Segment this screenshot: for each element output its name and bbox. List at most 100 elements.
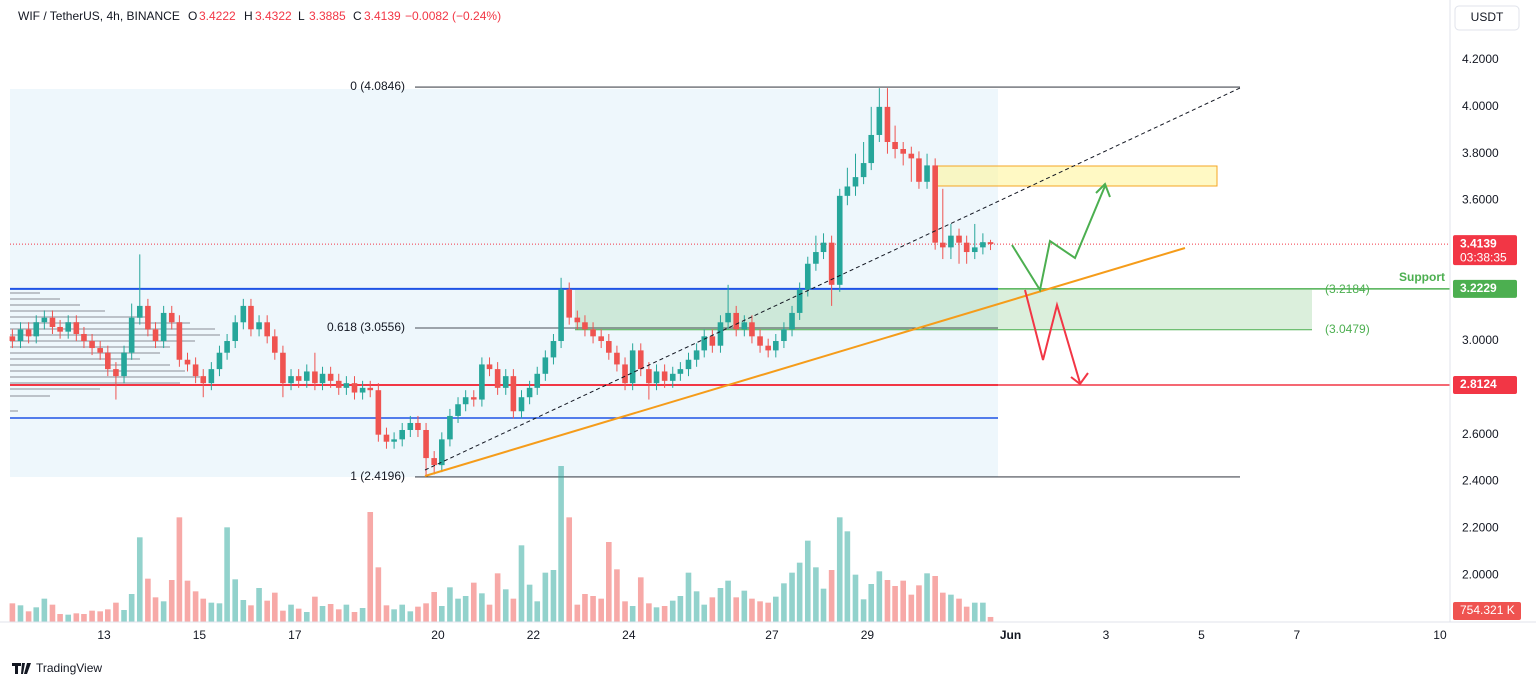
volume-bar bbox=[105, 609, 111, 622]
candle-body bbox=[868, 134, 875, 164]
volume-bar bbox=[470, 582, 477, 622]
support-label: Support bbox=[1399, 270, 1445, 284]
candle-body bbox=[534, 373, 541, 388]
candle-body bbox=[908, 153, 915, 159]
volume-bar bbox=[216, 603, 223, 622]
candle-body bbox=[415, 422, 421, 430]
candle-body bbox=[614, 352, 620, 365]
volume-bar bbox=[248, 605, 254, 622]
vp-row bbox=[10, 292, 40, 294]
volume-bar bbox=[685, 572, 692, 622]
volume-bar bbox=[97, 611, 103, 622]
candle-body bbox=[383, 434, 390, 442]
volume-bar bbox=[455, 598, 461, 622]
volume-bar bbox=[956, 598, 962, 622]
candle-body bbox=[749, 322, 755, 337]
candle-body bbox=[558, 289, 564, 342]
volume-bar bbox=[240, 600, 247, 622]
volume-bar bbox=[168, 580, 175, 622]
vp-row bbox=[10, 334, 220, 336]
volume-bar bbox=[741, 590, 748, 622]
volume-bar bbox=[709, 597, 716, 622]
vp-row bbox=[10, 395, 50, 397]
volume-bar bbox=[725, 580, 731, 622]
volume-bar bbox=[351, 612, 358, 622]
candle-body bbox=[804, 263, 811, 290]
candle-body bbox=[176, 322, 183, 360]
candle-body bbox=[303, 371, 310, 381]
volume-bar bbox=[924, 573, 930, 622]
candle-body bbox=[145, 305, 151, 330]
candle-body bbox=[312, 371, 318, 384]
volume-bar bbox=[646, 603, 652, 622]
volume-bar bbox=[884, 580, 891, 622]
volume-bar bbox=[9, 603, 16, 622]
candle-body bbox=[669, 373, 676, 381]
candle-body bbox=[661, 371, 668, 381]
volume-bar bbox=[73, 613, 80, 622]
candle-body bbox=[423, 429, 429, 459]
volume-bar bbox=[860, 599, 867, 622]
ohlc-key: O bbox=[188, 9, 197, 23]
volume-bar bbox=[407, 611, 414, 622]
vp-row bbox=[10, 376, 200, 378]
x-tick-label: 22 bbox=[527, 628, 541, 642]
bullish-path bbox=[1011, 185, 1106, 293]
candle-body bbox=[765, 345, 771, 351]
candle-body bbox=[622, 364, 628, 384]
x-tick-label: 7 bbox=[1293, 628, 1300, 642]
volume-bar bbox=[327, 604, 334, 622]
volume-bar bbox=[184, 580, 191, 622]
volume-bar bbox=[868, 584, 875, 622]
candle-body bbox=[73, 322, 80, 334]
volume-bar bbox=[757, 601, 763, 622]
candle-body bbox=[757, 336, 763, 346]
candle-body bbox=[462, 397, 469, 405]
zone-bottom-label: (3.0479) bbox=[1325, 322, 1370, 336]
candle-body bbox=[152, 329, 159, 342]
volume-bar bbox=[828, 570, 835, 622]
candle-body bbox=[582, 322, 588, 330]
ohlc-value: 3.4222 bbox=[199, 9, 236, 23]
volume-bar bbox=[359, 608, 366, 622]
volume-bar bbox=[749, 598, 755, 622]
candle-body bbox=[820, 242, 827, 253]
candle-body bbox=[741, 322, 748, 330]
candle-body bbox=[773, 341, 779, 351]
candle-body bbox=[701, 336, 708, 351]
candle-body bbox=[295, 376, 302, 381]
volume-bar bbox=[980, 602, 986, 622]
volume-bar bbox=[598, 598, 604, 622]
candle-body bbox=[470, 397, 477, 400]
volume-bar bbox=[224, 527, 230, 622]
volume-bar bbox=[41, 598, 48, 622]
candle-body bbox=[494, 369, 501, 388]
volume-bar bbox=[614, 569, 620, 622]
currency-button[interactable] bbox=[1454, 5, 1520, 31]
volume-bar bbox=[550, 570, 557, 622]
volume-bar bbox=[622, 601, 628, 622]
candle-body bbox=[479, 364, 485, 400]
volume-bar bbox=[383, 605, 390, 622]
candle-body bbox=[637, 350, 644, 370]
ohlc-value: 3.3885 bbox=[309, 9, 346, 23]
volume-bar bbox=[629, 606, 636, 622]
volume-bar bbox=[852, 574, 859, 622]
candle-body bbox=[81, 333, 87, 342]
logo-mark bbox=[12, 663, 31, 674]
x-tick-label: Jun bbox=[1000, 628, 1021, 642]
brand-name: TradingView bbox=[36, 661, 102, 675]
bearish-arrowhead bbox=[1070, 372, 1089, 386]
vp-row bbox=[10, 364, 170, 366]
vp-row bbox=[10, 352, 160, 354]
candle-body bbox=[65, 322, 72, 332]
volume-bar bbox=[415, 606, 421, 622]
candle-body bbox=[948, 235, 954, 248]
y-tick-label: 4.0000 bbox=[1462, 99, 1499, 113]
volume-bar bbox=[295, 608, 302, 622]
candle-body bbox=[256, 322, 262, 330]
volume-bar bbox=[431, 592, 437, 622]
volume-bar bbox=[81, 614, 87, 622]
volume-bar bbox=[916, 585, 922, 622]
